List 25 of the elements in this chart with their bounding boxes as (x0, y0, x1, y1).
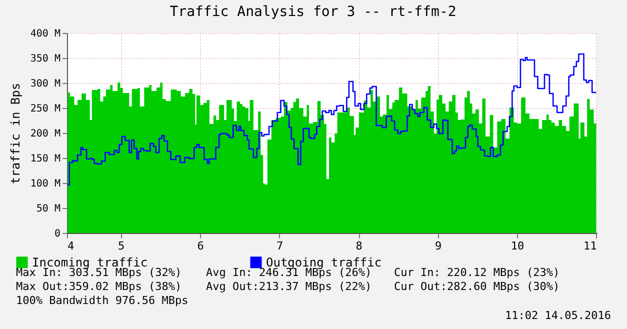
y-tick-label: 0 (54, 228, 60, 240)
y-tick-label: 200 M (30, 128, 60, 140)
x-tick-label: 8 (356, 240, 362, 252)
x-tick-label: 9 (434, 240, 442, 252)
y-tick-label: 250 M (30, 104, 60, 114)
y-tick-label: 400 M (30, 28, 60, 40)
y-tick-label: 100 M (30, 178, 60, 190)
x-tick-label: 6 (197, 240, 204, 252)
x-tick-label: 5 (118, 240, 125, 252)
x-tick-label: 7 (276, 240, 284, 252)
text: Max Out:359.02 MBps (38%) (16, 280, 182, 293)
text: Cur In: 220.12 MBps (23%) (394, 266, 560, 279)
text: Avg Out:213.37 MBps (22%) (206, 280, 372, 293)
x-tick-label: 10 (510, 240, 524, 252)
x-tick-label: 4 (68, 240, 74, 252)
y-axis-title: traffic in Bps (8, 82, 22, 184)
x-tick-label: 11 (583, 240, 597, 252)
y-tick-label: 50 M (36, 204, 60, 214)
text: 100% Bandwidth 976.56 MBps (16, 294, 188, 307)
text: Cur Out:282.60 MBps (30%) (394, 280, 560, 293)
y-tick-label: 350 M (30, 54, 60, 64)
y-tick-label: 150 M (30, 154, 60, 164)
chart-title: Traffic Analysis for 3 -- rt-ffm-2 (170, 4, 456, 20)
text: 11:02 14.05.2016 (505, 309, 611, 322)
y-tick-label: 300 M (30, 78, 60, 90)
